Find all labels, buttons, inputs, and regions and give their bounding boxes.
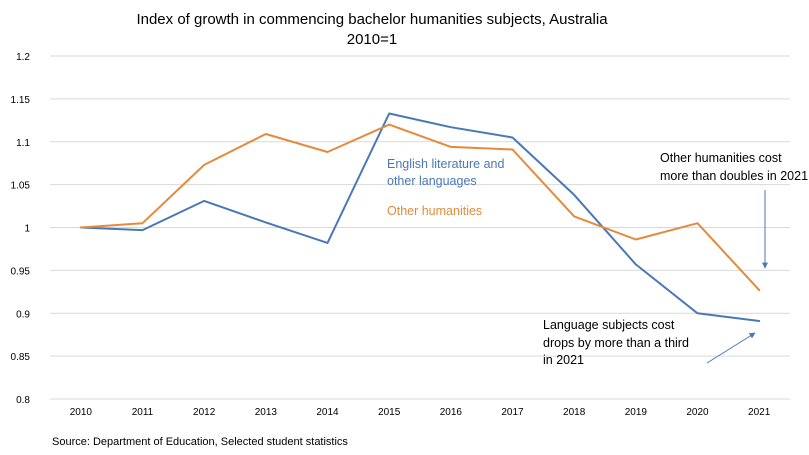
language-note-line3: in 2021	[543, 353, 584, 367]
y-tick-label: 0.85	[11, 352, 31, 363]
y-tick-label: 0.9	[16, 309, 30, 320]
x-tick-label: 2018	[563, 407, 586, 418]
gridlines	[50, 55, 790, 400]
english-literature-line	[79, 112, 761, 322]
x-tick-label: 2017	[501, 407, 524, 418]
x-tick-label: 2016	[440, 407, 463, 418]
y-tick-label: 0.95	[11, 266, 31, 277]
x-tick-label: 2014	[316, 407, 339, 418]
chart-title: Index of growth in commencing bachelor h…	[136, 11, 608, 28]
y-tick-label: 0.8	[16, 395, 30, 406]
source-note: Source: Department of Education, Selecte…	[52, 436, 348, 448]
y-tick-label: 1.05	[11, 181, 31, 192]
y-tick-label: 1.1	[16, 138, 30, 149]
x-tick-label: 2012	[193, 407, 216, 418]
y-tick-label: 1	[24, 224, 30, 235]
english-series-label-line2: other languages	[387, 174, 477, 188]
english-series-label-line1: English literature and	[387, 157, 504, 171]
series-lines	[79, 112, 761, 322]
x-tick-label: 2013	[255, 407, 278, 418]
x-tick-label: 2020	[686, 407, 709, 418]
x-tick-label: 2011	[132, 407, 154, 418]
other-humanities-note-line1: Other humanities cost	[660, 151, 782, 165]
other-humanities-series-label: Other humanities	[387, 204, 482, 218]
language-arrow	[706, 332, 756, 364]
x-tick-label: 2010	[70, 407, 93, 418]
x-tick-label: 2015	[378, 407, 401, 418]
other-humanities-note-line2: more than doubles in 2021	[660, 169, 808, 183]
y-axis-tick-labels: 0.8 0.85 0.9 0.95 1 1.05 1.1 1.15 1.2	[11, 52, 31, 406]
x-tick-label: 2019	[625, 407, 648, 418]
language-note-line1: Language subjects cost	[543, 318, 675, 332]
chart-subtitle: 2010=1	[347, 31, 397, 48]
x-axis-tick-labels: 2010 2011 2012 2013 2014 2015 2016 2017 2018 2019…	[70, 407, 771, 418]
y-tick-label: 1.2	[16, 52, 30, 63]
language-note-line2: drops by more than a third	[543, 336, 689, 350]
x-tick-label: 2021	[748, 407, 771, 418]
y-tick-label: 1.15	[11, 95, 31, 106]
other-humanities-line	[79, 123, 761, 292]
